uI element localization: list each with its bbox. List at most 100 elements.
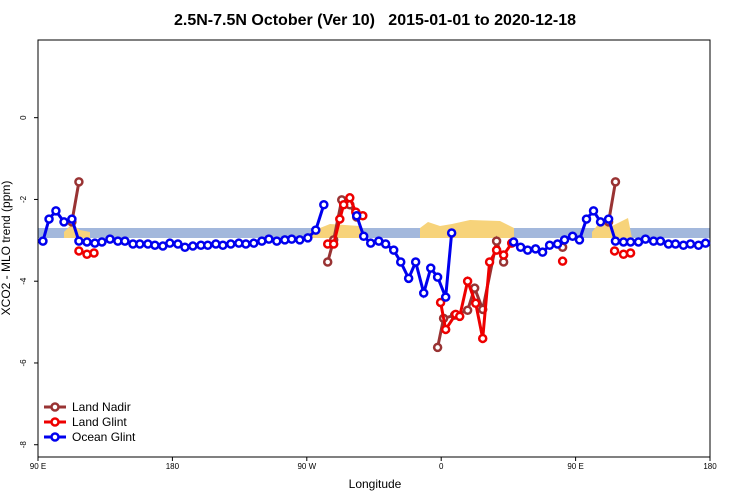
y-tick-label: 0 [19,115,28,120]
point [508,237,519,247]
point [173,239,183,249]
point [226,239,236,249]
point [303,233,313,243]
legend-label: Land Nadir [72,400,131,414]
point [249,238,259,248]
point [395,257,406,267]
y-tick-label: -8 [19,441,28,449]
point [462,276,473,286]
y-axis-label: XCO2 - MLO trend (ppm) [0,181,13,316]
point [218,240,228,250]
x-tick-label: 90 E [567,462,583,471]
point [322,257,333,267]
point [595,217,606,227]
point [470,298,481,309]
point [338,200,349,210]
point [67,214,77,224]
point [345,193,355,203]
point [557,256,568,266]
point [365,238,376,248]
point [311,225,321,235]
land-patch [420,220,514,238]
x-tick-label: 90 W [297,462,316,471]
point [120,236,130,246]
point [380,239,391,249]
x-tick-label: 180 [703,462,717,471]
point [610,177,621,187]
point [82,237,92,247]
point [74,236,84,246]
point [351,211,362,221]
point [272,236,282,246]
legend-marker [50,402,60,412]
point [38,236,48,246]
point [491,236,502,246]
point [97,237,107,247]
plot-frame [37,39,711,458]
point [522,245,533,255]
point [640,234,651,244]
legend-label: Ocean Glint [72,430,136,444]
point [454,311,465,322]
ocean-band [38,228,710,238]
point [559,235,570,245]
point [700,238,711,248]
point [150,240,160,250]
point [44,214,54,224]
x-tick-label: 0 [439,462,444,471]
point [462,305,473,315]
point [491,245,502,255]
point [418,288,429,298]
point [432,342,443,353]
point [581,214,592,224]
legend-marker [50,417,60,427]
point [319,200,329,210]
point [567,231,578,241]
point [625,237,636,247]
point [165,238,175,248]
y-tick-label: -6 [19,359,28,367]
point [435,297,446,308]
point [403,273,414,284]
x-axis-label: Longitude [349,477,402,491]
point [432,272,443,282]
point [477,333,488,344]
point [655,236,666,246]
point [388,245,399,255]
point [264,234,274,244]
y-tick-label: -4 [19,277,28,285]
point [603,214,614,224]
point [574,235,585,245]
point [440,324,451,335]
point [625,248,636,258]
point [328,239,339,249]
point [203,240,213,250]
point [135,239,145,249]
point [537,247,548,257]
x-tick-label: 180 [166,462,180,471]
x-tick-label: 90 E [30,462,46,471]
point [610,236,621,246]
point [59,217,69,227]
point [358,231,369,241]
chart-title: 2.5N-7.5N October (Ver 10) 2015-01-01 to… [174,12,576,29]
point [552,239,563,249]
point [335,214,345,224]
point [498,250,509,260]
point [530,244,541,254]
point [295,235,305,245]
point [74,246,84,256]
point [609,246,620,256]
y-tick-label: -2 [19,195,28,203]
point [588,206,599,216]
point [425,263,436,273]
point [188,241,198,251]
point [105,234,115,244]
point [180,242,190,253]
legend-label: Land Glint [72,415,127,429]
point [440,292,451,302]
point [286,234,297,244]
point [544,240,555,250]
point [670,239,681,249]
point [51,206,61,216]
